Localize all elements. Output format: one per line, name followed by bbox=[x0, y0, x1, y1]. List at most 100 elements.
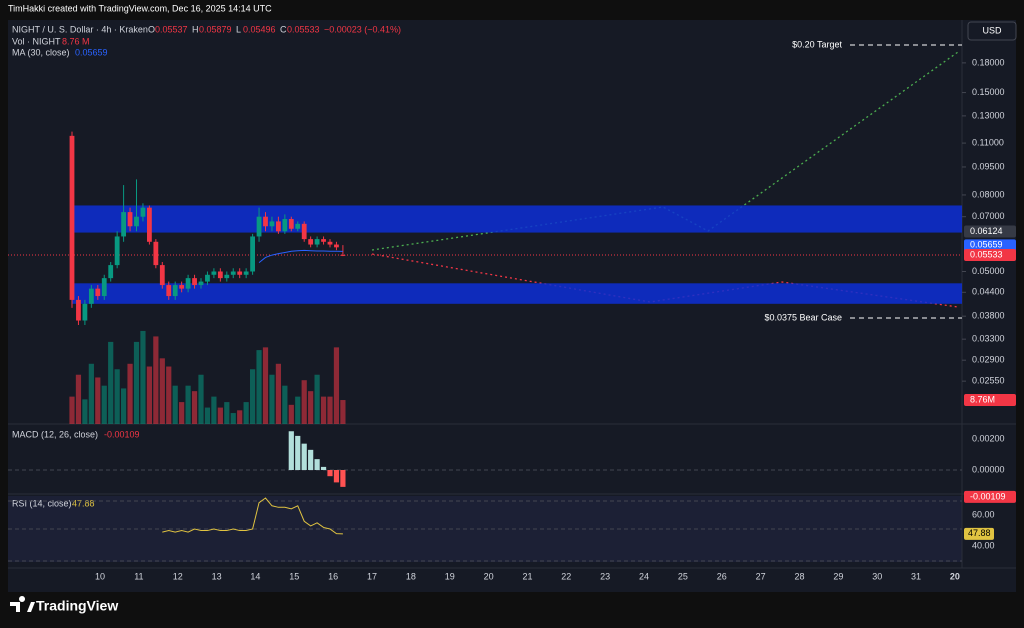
candle-body bbox=[82, 303, 88, 321]
y-tick-label: 0.03800 bbox=[972, 311, 1005, 321]
currency[interactable]: USD bbox=[982, 25, 1002, 35]
ma-value: 0.05659 bbox=[75, 47, 108, 57]
x-tick-label: 25 bbox=[678, 571, 688, 581]
macd-tick-label: 0.00200 bbox=[972, 433, 1005, 443]
volume-bar bbox=[211, 396, 217, 424]
candle-body bbox=[127, 212, 133, 227]
volume-bar bbox=[327, 396, 333, 424]
rsi-tick-label: 60.00 bbox=[972, 509, 995, 519]
rsi-label: RSI (14, close) bbox=[12, 498, 72, 508]
y-tick-label: 0.13000 bbox=[972, 110, 1005, 120]
ohlc-value: 0.05533 bbox=[287, 24, 320, 34]
y-tick-label: 0.03300 bbox=[972, 334, 1005, 344]
volume-bar bbox=[340, 400, 346, 424]
logo: TradingView bbox=[36, 598, 118, 614]
candle-body bbox=[179, 285, 185, 289]
ma-line bbox=[258, 249, 343, 264]
candle-body bbox=[334, 244, 339, 248]
change: −0.00023 (−0.41%) bbox=[324, 24, 401, 34]
candle-body bbox=[166, 285, 172, 297]
candle-body bbox=[276, 221, 281, 232]
macd-bar bbox=[314, 459, 320, 470]
ohlc-value: 0.05879 bbox=[199, 24, 232, 34]
ohlc-value: 0.05537 bbox=[155, 24, 188, 34]
x-tick-label: 14 bbox=[250, 571, 260, 581]
volume-bar bbox=[121, 388, 127, 424]
macd-bar bbox=[308, 449, 314, 470]
candle-body bbox=[88, 288, 94, 304]
volume-bar bbox=[256, 350, 262, 424]
x-tick-label: 29 bbox=[833, 571, 843, 581]
x-tick-label: 31 bbox=[911, 571, 921, 581]
price-tag-bg bbox=[964, 225, 1016, 238]
candle-body bbox=[250, 236, 255, 272]
candle-body bbox=[114, 236, 120, 266]
volume-bar bbox=[320, 396, 327, 424]
volume-bar bbox=[308, 391, 314, 424]
x-tick-label: 21 bbox=[522, 571, 532, 581]
x-tick-label: 13 bbox=[212, 571, 222, 581]
candle-body bbox=[256, 216, 262, 237]
volume-bar bbox=[172, 385, 178, 424]
candle-body bbox=[243, 271, 249, 275]
macd-bar bbox=[288, 431, 294, 470]
rsi-tag-bg bbox=[964, 527, 994, 540]
candle-body bbox=[308, 239, 314, 245]
volume-bar bbox=[88, 363, 94, 424]
credit: TimHakki created with TradingView.com, D… bbox=[8, 3, 272, 13]
candle-body bbox=[185, 278, 191, 289]
y-tick-label: 0.18000 bbox=[972, 57, 1005, 67]
volume-bar bbox=[237, 410, 243, 424]
x-tick-label: 19 bbox=[445, 571, 455, 581]
y-tick-label: 0.05000 bbox=[972, 266, 1005, 276]
ohlc-key: H bbox=[192, 24, 199, 34]
candle-body bbox=[314, 239, 320, 245]
candle-body bbox=[121, 212, 126, 237]
volume-bar bbox=[204, 407, 211, 424]
vol-label: Vol · NIGHT bbox=[12, 36, 61, 46]
volume-bar bbox=[108, 341, 114, 424]
candle-body bbox=[192, 278, 197, 286]
volume-bar bbox=[243, 402, 249, 424]
y-tick-label: 0.02900 bbox=[972, 355, 1005, 365]
volume-bar bbox=[75, 374, 82, 424]
volume-bar bbox=[159, 358, 165, 424]
zone bbox=[72, 205, 962, 233]
ma-label: MA (30, close) bbox=[12, 47, 70, 57]
candle-body bbox=[153, 241, 159, 266]
volume-bar bbox=[153, 336, 159, 424]
candle-body bbox=[76, 299, 81, 321]
macd-bar bbox=[295, 435, 301, 470]
x-tick-label: 12 bbox=[173, 571, 183, 581]
currency-button[interactable] bbox=[967, 21, 1017, 41]
volume-bar bbox=[114, 369, 120, 424]
y-tick-label: 0.11000 bbox=[972, 137, 1004, 147]
volume-bar bbox=[95, 377, 101, 424]
x-tick-label: 15 bbox=[289, 571, 299, 581]
macd-bar bbox=[320, 466, 327, 470]
x-tick-label: 18 bbox=[406, 571, 416, 581]
candle-body bbox=[108, 265, 114, 279]
volume-bar bbox=[127, 363, 133, 424]
volume-bar bbox=[230, 413, 236, 424]
volume-bar bbox=[282, 385, 288, 424]
volume-bar bbox=[288, 404, 294, 424]
volume-bar bbox=[295, 396, 301, 424]
x-tick-label: 17 bbox=[367, 571, 377, 581]
volume-bar bbox=[179, 402, 185, 424]
logo-icon bbox=[10, 596, 35, 612]
x-tick-label: 20 bbox=[484, 571, 494, 581]
macd-bar bbox=[327, 469, 333, 477]
volume-tag-bg bbox=[964, 394, 1016, 407]
ohlc-key: C bbox=[280, 24, 287, 34]
volume-bar bbox=[166, 366, 172, 424]
candle-body bbox=[101, 278, 107, 297]
candle-body bbox=[327, 241, 333, 245]
candle-body bbox=[69, 135, 75, 300]
rsi-line bbox=[162, 497, 343, 535]
macd-bar bbox=[333, 469, 340, 483]
y-tick-label: 0.04400 bbox=[972, 287, 1005, 297]
volume-bar bbox=[301, 380, 307, 424]
volume-bar bbox=[185, 385, 191, 424]
